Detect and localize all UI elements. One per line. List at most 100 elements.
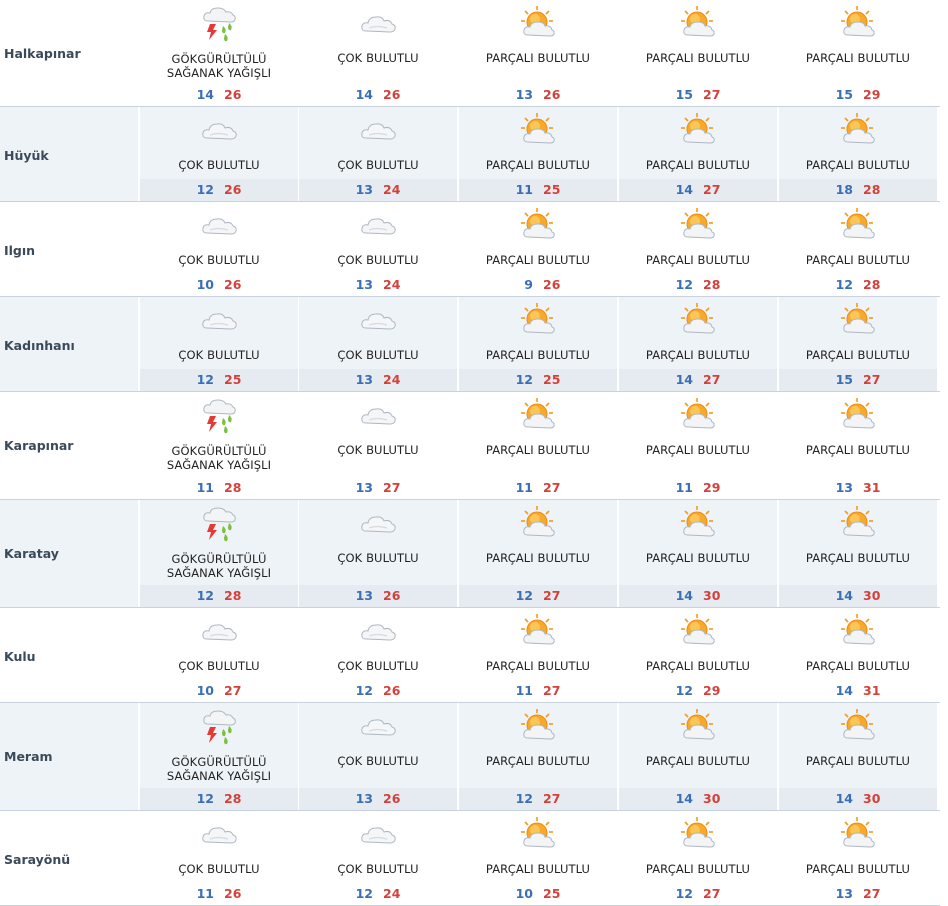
city-name[interactable]: Meram	[4, 749, 53, 764]
temperature-band	[459, 179, 617, 201]
max-temperature: 24	[383, 182, 401, 197]
max-temperature: 31	[863, 480, 881, 495]
condition-label: PARÇALI BULUTLU	[459, 158, 617, 172]
min-temperature: 14	[835, 791, 853, 806]
min-temperature: 12	[675, 886, 693, 901]
day-forecast-cell: GÖKGÜRÜLTÜLÜ SAĞANAK YAĞIŞLI 12 28	[140, 703, 298, 810]
temperature-pair: 15 27	[619, 87, 777, 102]
temperature-pair: 13 26	[299, 791, 457, 806]
condition-label: GÖKGÜRÜLTÜLÜ SAĞANAK YAĞIŞLI	[140, 52, 298, 80]
condition-line: PARÇALI BULUTLU	[485, 862, 591, 876]
condition-line: ÇOK BULUTLU	[337, 443, 419, 457]
condition-label: ÇOK BULUTLU	[140, 253, 298, 267]
day-forecast-cell: PARÇALI BULUTLU 14 30	[619, 500, 777, 607]
temperature-band	[140, 788, 298, 810]
condition-label: PARÇALI BULUTLU	[779, 862, 937, 876]
city-cell: Kulu	[0, 608, 138, 702]
min-temperature: 13	[835, 480, 853, 495]
max-temperature: 27	[703, 886, 721, 901]
sun-behind-cloud-icon	[677, 111, 719, 151]
temperature-band	[299, 585, 457, 607]
temperature-pair: 13 31	[779, 480, 937, 495]
max-temperature: 31	[863, 683, 881, 698]
condition-label: GÖKGÜRÜLTÜLÜ SAĞANAK YAĞIŞLI	[140, 444, 298, 472]
condition-line: PARÇALI BULUTLU	[805, 51, 911, 65]
max-temperature: 26	[543, 87, 561, 102]
condition-label: ÇOK BULUTLU	[299, 659, 457, 673]
condition-line: PARÇALI BULUTLU	[805, 443, 911, 457]
forecast-row: Karatay GÖKGÜRÜLTÜLÜ SAĞANAK YAĞIŞLI 12 28 …	[0, 500, 940, 608]
condition-line: ÇOK BULUTLU	[337, 551, 419, 565]
temperature-band	[779, 788, 937, 810]
condition-line: ÇOK BULUTLU	[337, 51, 419, 65]
condition-label: ÇOK BULUTLU	[299, 158, 457, 172]
temperature-pair: 12 28	[140, 588, 298, 603]
city-cell: Karatay	[0, 500, 138, 607]
condition-line: SAĞANAK YAĞIŞLI	[166, 566, 272, 580]
temperature-pair: 11 25	[459, 182, 617, 197]
temperature-band	[619, 585, 777, 607]
temperature-pair: 13 24	[299, 277, 457, 292]
city-name[interactable]: Ilgın	[4, 243, 36, 258]
city-name[interactable]: Kulu	[4, 649, 36, 664]
sun-behind-cloud-icon	[837, 612, 879, 652]
max-temperature: 24	[383, 886, 401, 901]
condition-label: PARÇALI BULUTLU	[459, 754, 617, 768]
condition-label: PARÇALI BULUTLU	[779, 659, 937, 673]
temperature-pair: 10 26	[140, 277, 298, 292]
day-forecast-cell: ÇOK BULUTLU 12 25	[140, 297, 298, 391]
condition-line: PARÇALI BULUTLU	[805, 862, 911, 876]
city-cell: Halkapınar	[0, 0, 138, 106]
day-forecast-cell: PARÇALI BULUTLU 12 28	[619, 202, 777, 296]
max-temperature: 27	[703, 372, 721, 387]
sun-behind-cloud-icon	[837, 707, 879, 747]
condition-label: PARÇALI BULUTLU	[619, 158, 777, 172]
temperature-band	[140, 369, 298, 391]
city-name[interactable]: Hüyük	[4, 148, 49, 163]
condition-line: PARÇALI BULUTLU	[485, 659, 591, 673]
condition-line: PARÇALI BULUTLU	[485, 158, 591, 172]
temperature-pair: 12 24	[299, 886, 457, 901]
day-forecast-cell: PARÇALI BULUTLU 12 27	[459, 500, 617, 607]
condition-line: PARÇALI BULUTLU	[645, 659, 751, 673]
condition-label: ÇOK BULUTLU	[140, 659, 298, 673]
day-forecast-cell: PARÇALI BULUTLU 15 27	[619, 0, 777, 106]
max-temperature: 26	[224, 87, 242, 102]
condition-label: ÇOK BULUTLU	[299, 348, 457, 362]
temperature-band	[299, 369, 457, 391]
max-temperature: 27	[863, 886, 881, 901]
day-forecast-cell: ÇOK BULUTLU 13 24	[299, 297, 457, 391]
min-temperature: 11	[196, 480, 214, 495]
temperature-pair: 14 30	[619, 588, 777, 603]
city-cell: Meram	[0, 703, 138, 810]
condition-line: PARÇALI BULUTLU	[805, 754, 911, 768]
max-temperature: 29	[703, 480, 721, 495]
city-name[interactable]: Karapınar	[4, 438, 74, 453]
condition-line: PARÇALI BULUTLU	[805, 253, 911, 267]
max-temperature: 27	[543, 588, 561, 603]
city-name[interactable]: Sarayönü	[4, 852, 71, 867]
condition-line: ÇOK BULUTLU	[337, 754, 419, 768]
max-temperature: 27	[224, 683, 242, 698]
temperature-pair: 14 30	[779, 588, 937, 603]
min-temperature: 12	[675, 277, 693, 292]
temperature-band	[619, 369, 777, 391]
day-forecast-cell: PARÇALI BULUTLU 11 27	[459, 608, 617, 702]
temperature-pair: 12 26	[140, 182, 298, 197]
day-forecast-cell: PARÇALI BULUTLU 13 27	[779, 811, 937, 905]
condition-line: ÇOK BULUTLU	[178, 158, 260, 172]
forecast-row: Hüyük ÇOK BULUTLU 12 26 ÇOK BULUTLU 13 24 PA…	[0, 107, 940, 202]
min-temperature: 13	[515, 87, 533, 102]
day-forecast-cell: PARÇALI BULUTLU 14 27	[619, 107, 777, 201]
min-temperature: 15	[675, 87, 693, 102]
min-temperature: 14	[196, 87, 214, 102]
min-temperature: 13	[835, 886, 853, 901]
condition-label: GÖKGÜRÜLTÜLÜ SAĞANAK YAĞIŞLI	[140, 755, 298, 783]
condition-line: GÖKGÜRÜLTÜLÜ	[171, 52, 267, 66]
city-name[interactable]: Halkapınar	[4, 46, 81, 61]
city-name[interactable]: Kadınhanı	[4, 338, 75, 353]
temperature-pair: 11 29	[619, 480, 777, 495]
condition-line: PARÇALI BULUTLU	[645, 253, 751, 267]
city-name[interactable]: Karatay	[4, 546, 59, 561]
thunderstorm-rain-icon	[198, 396, 240, 436]
